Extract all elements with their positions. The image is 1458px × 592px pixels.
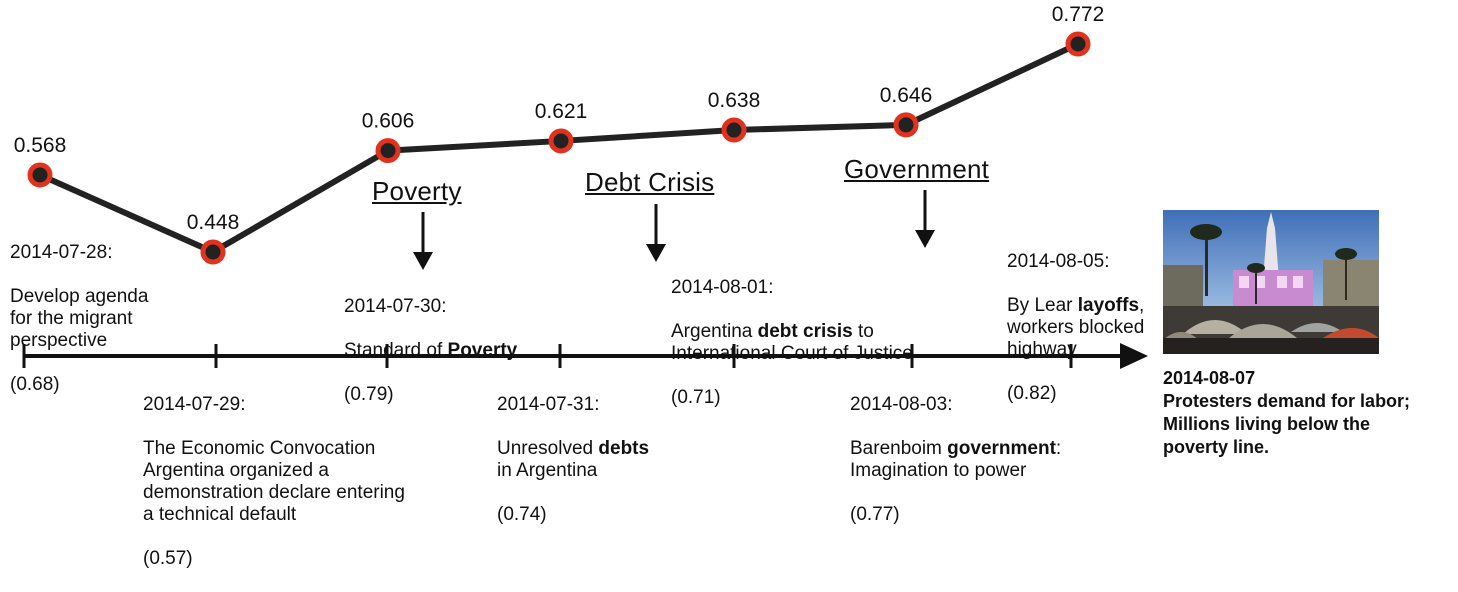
event-date: 2014-07-30: <box>344 296 447 317</box>
data-point <box>27 162 53 188</box>
poverty-arrow-head <box>413 252 433 270</box>
event-date: 2014-08-03: <box>850 394 953 415</box>
topic-arrows <box>413 190 935 270</box>
event-score: (0.82) <box>1007 383 1057 404</box>
event-date: 2014-08-05: <box>1007 251 1110 272</box>
government-arrow-head <box>915 230 935 248</box>
event-keyword: Poverty <box>447 340 518 361</box>
event-text: Develop agenda for the migrant perspecti… <box>10 286 149 351</box>
event-score: (0.77) <box>850 504 900 525</box>
event-text: Barenboim government: Imagination to pow… <box>850 438 1062 481</box>
event-2014-08-05: 2014-08-05: By Lear layoffs, workers blo… <box>1007 229 1144 427</box>
event-keyword: layoffs <box>1077 295 1140 316</box>
final-event-line: poverty line. <box>1163 437 1270 457</box>
data-point <box>200 239 226 265</box>
timeline-diagram: 0.568 0.448 0.606 0.621 0.638 0.646 0.772 Pove… <box>10 3 1410 569</box>
data-label: 0.448 <box>187 211 240 234</box>
final-event-line: Protesters demand for labor; <box>1163 391 1411 411</box>
data-label: 0.568 <box>14 134 67 157</box>
event-2014-08-03: 2014-08-03: Barenboim government: Imagin… <box>850 372 1061 548</box>
event-2014-07-28: 2014-07-28: Develop agenda for the migra… <box>10 220 148 418</box>
protest-photo <box>1163 210 1379 354</box>
data-label: 0.638 <box>708 89 761 112</box>
event-text: The Economic Convocation Argentina organ… <box>143 438 405 525</box>
event-2014-08-01: 2014-08-01: Argentina debt crisis to Int… <box>671 255 913 431</box>
final-event: 2014-08-07 Protesters demand for labor; … <box>1163 367 1410 459</box>
data-label: 0.621 <box>535 100 588 123</box>
event-date: 2014-07-28: <box>10 242 113 263</box>
topic-government: Government <box>844 154 990 184</box>
data-point <box>548 128 574 154</box>
event-2014-07-31: 2014-07-31: Unresolved debts in Argentin… <box>497 372 649 548</box>
event-text: Unresolved debts in Argentina <box>497 438 650 481</box>
event-date: 2014-07-31: <box>497 394 600 415</box>
topic-poverty: Poverty <box>372 176 462 206</box>
event-score: (0.71) <box>671 387 721 408</box>
sentiment-line-chart: 0.568 0.448 0.606 0.621 0.638 0.646 0.772 <box>14 3 1148 369</box>
final-event-date: 2014-08-07 <box>1163 368 1256 388</box>
event-2014-07-30: 2014-07-30: Standard of Poverty (0.79) <box>344 274 517 428</box>
event-2014-07-29: 2014-07-29: The Economic Convocation Arg… <box>143 372 405 592</box>
data-labels: 0.568 0.448 0.606 0.621 0.638 0.646 0.772 <box>14 3 1105 234</box>
event-date: 2014-07-29: <box>143 394 246 415</box>
data-point <box>721 117 747 143</box>
data-markers <box>27 31 1091 265</box>
axis-arrowhead <box>1120 343 1148 369</box>
data-point <box>893 112 919 138</box>
event-text: Argentina debt crisis to International C… <box>671 321 913 364</box>
data-label: 0.646 <box>880 84 933 107</box>
event-text: Standard of Poverty <box>344 340 518 361</box>
data-label: 0.772 <box>1052 3 1105 26</box>
event-keyword: debts <box>598 438 650 459</box>
event-text: By Lear layoffs, workers blocked highway <box>1007 295 1145 360</box>
data-point <box>375 138 401 164</box>
data-point <box>1065 31 1091 57</box>
topic-debt-crisis: Debt Crisis <box>585 167 715 197</box>
data-label: 0.606 <box>362 110 415 133</box>
event-date: 2014-08-01: <box>671 277 774 298</box>
timeline-axis <box>22 343 1148 369</box>
debt-arrow-head <box>646 244 666 262</box>
event-keyword: debt crisis <box>757 321 853 342</box>
event-score: (0.68) <box>10 374 60 395</box>
event-score: (0.79) <box>344 384 394 405</box>
event-keyword: government <box>947 438 1056 459</box>
event-score: (0.57) <box>143 548 193 569</box>
event-score: (0.74) <box>497 504 547 525</box>
final-event-line: Millions living below the <box>1163 414 1371 434</box>
